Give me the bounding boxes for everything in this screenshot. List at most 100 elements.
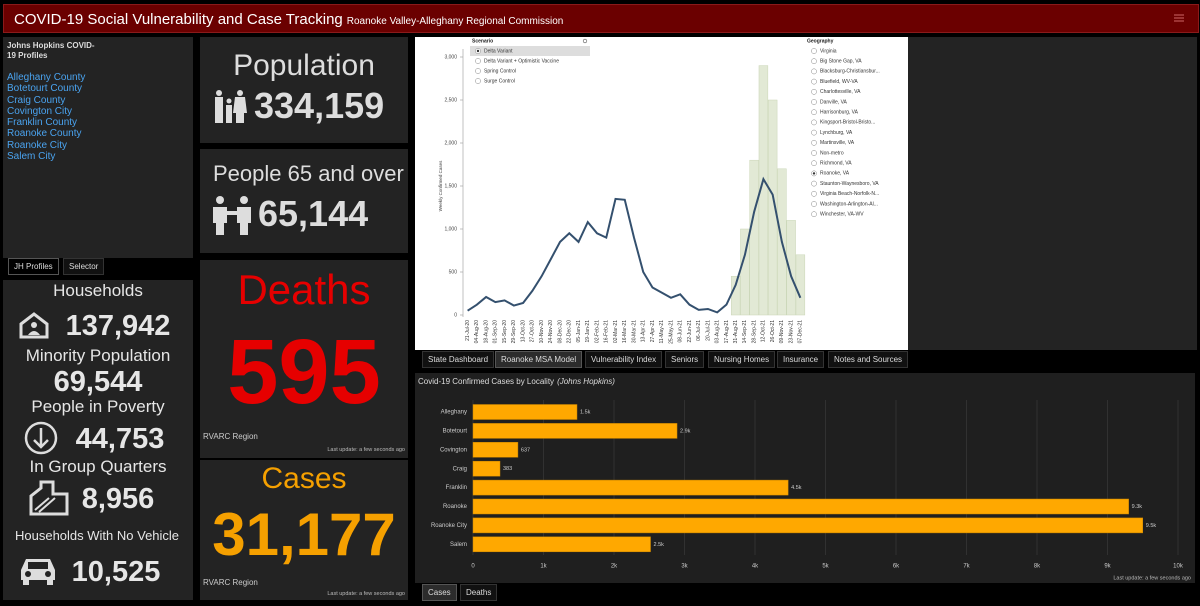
- geography-option[interactable]: Staunton-Waynesboro, VA: [820, 181, 879, 187]
- value-label: 1.5k: [580, 409, 591, 415]
- geography-title: Geography: [807, 38, 834, 44]
- geography-option[interactable]: Virginia: [820, 48, 837, 54]
- tab[interactable]: Nursing Homes: [708, 351, 776, 368]
- menu-icon[interactable]: [1172, 12, 1186, 24]
- radio[interactable]: [811, 190, 817, 197]
- radio[interactable]: [811, 211, 817, 218]
- scenario-option[interactable]: Spring Control: [484, 68, 516, 74]
- search-icon: [582, 38, 588, 44]
- bar[interactable]: [472, 536, 651, 553]
- geography-option[interactable]: Bluefield, WV-VA: [820, 79, 858, 85]
- bar[interactable]: [472, 423, 678, 439]
- radio[interactable]: [811, 180, 817, 187]
- cases-panel: Cases 31,177 RVARC Region Last update: a…: [200, 460, 408, 600]
- geography-option[interactable]: Danville, VA: [820, 99, 848, 105]
- radio[interactable]: [811, 201, 817, 207]
- geography-option[interactable]: Richmond, VA: [820, 161, 852, 167]
- scenario-option[interactable]: Surge Control: [484, 78, 515, 84]
- left-tabs: JH Profiles Selector: [3, 258, 193, 275]
- bar[interactable]: [472, 460, 501, 477]
- x-tick-label: 13-Oct-20: [520, 320, 526, 342]
- profile-link[interactable]: Craig County: [7, 94, 66, 106]
- tab[interactable]: Selector: [63, 258, 105, 275]
- profile-link[interactable]: Roanoke County: [7, 128, 82, 140]
- tab[interactable]: JH Profiles: [8, 258, 59, 275]
- tab[interactable]: Insurance: [777, 351, 825, 368]
- profile-link[interactable]: Covington City: [7, 105, 73, 117]
- geography-option[interactable]: Non-metro: [820, 150, 844, 156]
- x-tick-label: 22-Dec-20: [567, 320, 573, 344]
- geography-option[interactable]: Washington-Arlington-Al...: [820, 201, 878, 207]
- radio[interactable]: [475, 58, 481, 64]
- geography-option[interactable]: Big Stone Gap, VA: [820, 59, 862, 65]
- tab[interactable]: Deaths: [460, 584, 498, 601]
- radio[interactable]: [811, 68, 817, 75]
- tab[interactable]: Seniors: [665, 351, 705, 368]
- bar[interactable]: [472, 479, 789, 496]
- geography-option[interactable]: Kingsport-Bristol-Bristo...: [820, 120, 875, 126]
- bar[interactable]: [472, 442, 519, 458]
- projection-bar: [786, 220, 796, 316]
- scenario-option[interactable]: Delta Variant + Optimistic Vaccine: [484, 58, 559, 64]
- tab[interactable]: Roanoke MSA Model: [495, 351, 583, 368]
- radio[interactable]: [811, 58, 817, 65]
- profile-link[interactable]: Salem City: [7, 151, 56, 163]
- geography-option[interactable]: Virginia Beach-Norfolk-N...: [820, 191, 879, 197]
- poverty-icon: [24, 421, 58, 455]
- profile-link[interactable]: Alleghany County: [7, 72, 86, 83]
- profile-link[interactable]: Roanoke City: [7, 139, 68, 151]
- geography-option[interactable]: Blacksburg-Christiansbur...: [820, 69, 880, 75]
- scenario-option[interactable]: Delta Variant: [484, 48, 513, 54]
- radio[interactable]: [811, 88, 817, 95]
- x-tick-label: 10k: [1173, 564, 1184, 570]
- profiles-links: Alleghany County Botetourt County Craig Co…: [7, 72, 85, 162]
- geography-option[interactable]: Winchester, VA-WV: [820, 212, 864, 218]
- population-panel: Population 334,159: [200, 37, 408, 143]
- radio[interactable]: [811, 109, 817, 116]
- subtitle: Roanoke Valley-Alleghany Regional Commis…: [346, 16, 564, 27]
- radio[interactable]: [811, 119, 817, 126]
- radio[interactable]: [811, 129, 817, 136]
- value-label: 637: [521, 447, 530, 453]
- title-text: Covid-19 Confirmed Cases by Locality: [418, 377, 554, 386]
- geography-option[interactable]: Lynchburg, VA: [820, 130, 853, 136]
- profile-link[interactable]: Botetourt County: [7, 83, 83, 95]
- value-label: 9.5k: [1146, 523, 1157, 529]
- x-tick-label: 16-Mar-21: [622, 320, 628, 343]
- x-tick-label: 02-Feb-21: [594, 320, 600, 343]
- seniors-panel: People 65 and over 65,144: [200, 149, 408, 253]
- value-label: 4.5k: [791, 485, 802, 491]
- radio[interactable]: [475, 78, 481, 84]
- seniors-icon: [213, 196, 251, 235]
- x-tick-label: 24-Nov-20: [548, 320, 554, 344]
- bar[interactable]: [472, 404, 578, 420]
- x-tick-label: 06-Jul-21: [696, 320, 702, 341]
- deaths-region: RVARC Region: [203, 432, 258, 441]
- category-label: Alleghany: [441, 410, 467, 416]
- radio-dot: [812, 172, 816, 175]
- tab[interactable]: Vulnerability Index: [585, 351, 663, 368]
- x-tick-label: 29-Sep-20: [511, 320, 517, 344]
- radio[interactable]: [811, 99, 817, 105]
- radio[interactable]: [811, 78, 817, 85]
- geography-option[interactable]: Roanoke, VA: [820, 171, 850, 177]
- deaths-label: Deaths: [237, 266, 371, 313]
- tab[interactable]: State Dashboard: [422, 351, 495, 368]
- geography-option[interactable]: Charlottesville, VA: [820, 89, 861, 95]
- x-tick-label: 22-Jun-21: [687, 320, 693, 343]
- radio[interactable]: [811, 139, 817, 146]
- bar[interactable]: [472, 517, 1143, 534]
- tab[interactable]: Notes and Sources: [828, 351, 909, 368]
- category-label: Botetourt: [443, 428, 468, 434]
- bar[interactable]: [472, 498, 1129, 515]
- geography-option[interactable]: Martinsville, VA: [820, 140, 855, 146]
- radio[interactable]: [811, 160, 817, 167]
- cases-region: RVARC Region: [203, 578, 258, 587]
- tab[interactable]: Cases: [422, 584, 457, 601]
- radio[interactable]: [475, 68, 481, 74]
- radio[interactable]: [811, 150, 817, 156]
- x-tick-label: 11-May-21: [659, 320, 665, 344]
- geography-option[interactable]: Harrisonburg, VA: [820, 110, 859, 116]
- radio[interactable]: [811, 48, 817, 54]
- profile-link[interactable]: Franklin County: [7, 117, 78, 129]
